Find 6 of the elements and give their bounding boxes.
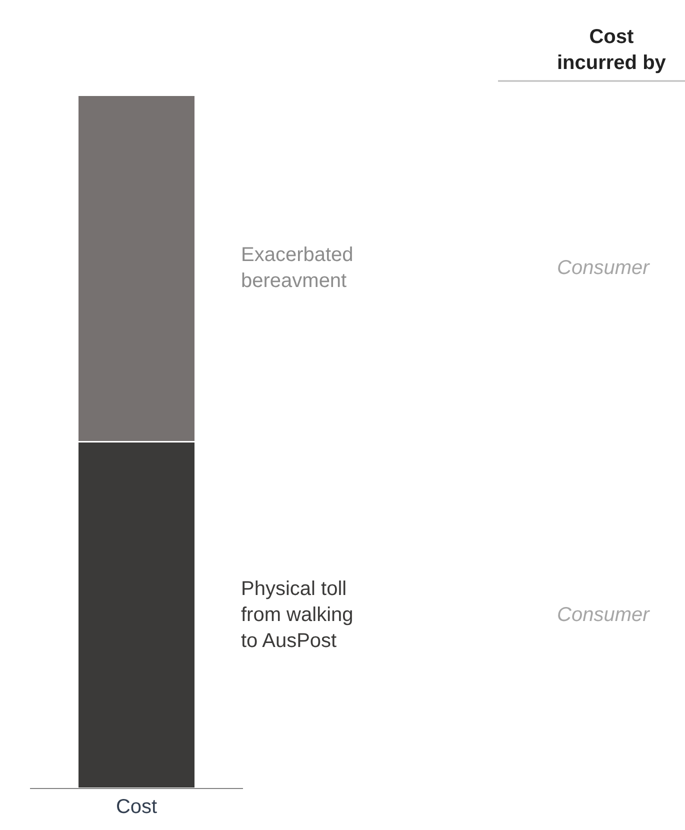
text: Cost incurred by	[557, 26, 667, 74]
text: Exacerbated bereavment	[241, 244, 354, 292]
text: Consumer	[557, 604, 651, 626]
text: Consumer	[557, 257, 651, 279]
text: Physical toll from walking to AusPost	[241, 578, 354, 652]
x-tick-label: Cost	[116, 796, 158, 818]
